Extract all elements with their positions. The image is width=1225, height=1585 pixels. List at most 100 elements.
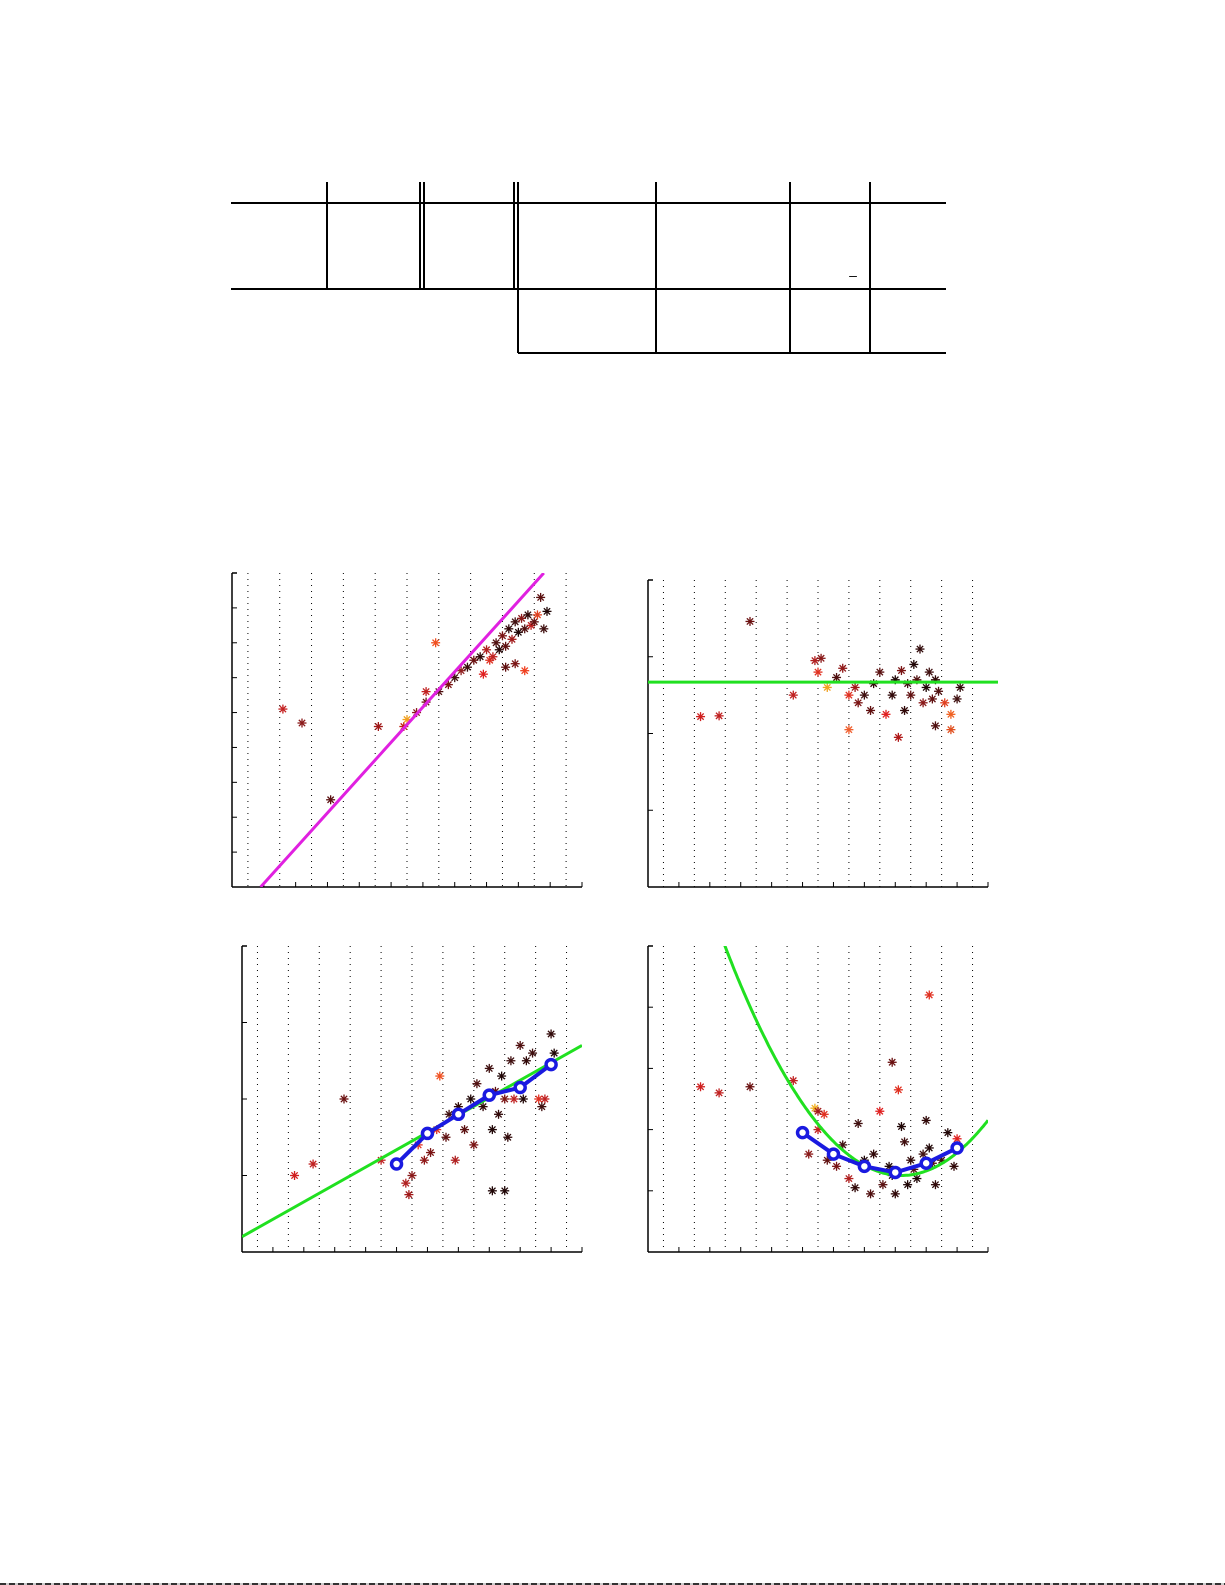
data-point — [866, 1189, 876, 1199]
data-point — [943, 1128, 953, 1138]
data-point — [373, 722, 383, 732]
data-point — [308, 1159, 318, 1169]
data-point — [482, 645, 492, 655]
data-point — [955, 682, 965, 692]
data-point — [822, 682, 832, 692]
data-point — [475, 652, 485, 662]
data-point — [517, 613, 527, 623]
data-point — [924, 1143, 934, 1153]
data-point — [838, 1140, 848, 1150]
data-point — [927, 694, 937, 704]
data-point — [500, 1186, 510, 1196]
binned-mean-marker — [919, 1156, 933, 1171]
data-point — [878, 1180, 888, 1190]
data-point — [426, 1148, 436, 1158]
data-point — [485, 655, 495, 665]
data-point — [937, 1155, 947, 1165]
data-point — [906, 690, 916, 700]
data-point — [539, 624, 549, 634]
data-point — [890, 675, 900, 685]
data-point — [930, 675, 940, 685]
data-point — [859, 690, 869, 700]
data-point — [376, 1155, 386, 1165]
data-point — [900, 1137, 910, 1147]
binned-mean-line — [395, 1062, 553, 1166]
page-bottom-rule — [0, 1583, 1225, 1585]
data-point — [900, 705, 910, 715]
binned-mean-marker — [451, 1107, 466, 1122]
data-point — [401, 1178, 411, 1188]
data-point — [431, 638, 441, 648]
data-point — [887, 690, 897, 700]
data-point — [869, 1149, 879, 1159]
fit-line — [242, 1044, 582, 1239]
data-point — [435, 1071, 445, 1081]
data-point — [822, 1155, 832, 1165]
binned-mean-marker — [389, 1157, 404, 1171]
data-point — [326, 795, 336, 805]
data-point — [887, 1171, 897, 1180]
data-point — [887, 1057, 897, 1067]
data-point — [915, 644, 925, 654]
data-point — [536, 592, 546, 602]
data-point — [523, 610, 533, 620]
data-point — [540, 1094, 550, 1104]
data-point — [460, 1125, 470, 1135]
data-point — [450, 1155, 460, 1165]
data-point — [546, 1029, 556, 1039]
data-point — [714, 1088, 724, 1098]
data-point — [488, 652, 498, 662]
data-point — [490, 1086, 500, 1096]
data-point — [462, 662, 472, 672]
data-point — [521, 1056, 531, 1066]
data-point — [881, 709, 891, 719]
data-point — [453, 1102, 463, 1112]
data-point — [399, 722, 409, 732]
binned-mean-marker — [888, 1165, 903, 1180]
data-point — [456, 666, 466, 676]
data-point — [534, 1094, 544, 1104]
data-point — [903, 1180, 913, 1190]
scatter-panel-bottom-right — [647, 945, 989, 1253]
data-point — [924, 667, 934, 677]
data-point — [714, 711, 724, 721]
data-point — [484, 1063, 494, 1073]
data-point — [518, 1094, 528, 1104]
data-point — [893, 1085, 903, 1095]
binned-mean-marker — [950, 1141, 964, 1155]
data-point — [491, 638, 501, 648]
data-point — [510, 617, 520, 627]
data-point — [940, 698, 950, 708]
data-point — [434, 687, 444, 697]
data-point — [949, 1161, 959, 1171]
data-point — [290, 1171, 300, 1180]
data-point — [813, 1125, 823, 1135]
data-point — [850, 682, 860, 692]
data-point — [909, 1164, 919, 1174]
data-point — [875, 667, 885, 677]
binned-mean-marker — [826, 1147, 841, 1161]
binned-mean-marker — [544, 1057, 558, 1072]
data-point — [443, 680, 453, 690]
data-point — [924, 990, 934, 1000]
data-point — [903, 679, 913, 689]
data-point — [413, 1140, 423, 1150]
data-point — [421, 697, 431, 707]
data-point — [853, 1118, 863, 1128]
data-point — [832, 1161, 842, 1171]
data-point — [696, 1082, 706, 1092]
data-point — [497, 1071, 507, 1081]
data-point — [884, 1161, 894, 1171]
scatter-panel-bottom-left — [241, 945, 583, 1253]
data-point — [930, 721, 940, 731]
data-point — [921, 682, 931, 692]
data-point — [542, 606, 552, 616]
data-point — [404, 1190, 414, 1200]
data-point — [819, 1109, 829, 1119]
binned-mean-marker — [513, 1080, 527, 1095]
data-point — [432, 1125, 442, 1135]
data-point — [494, 1109, 504, 1119]
table-cell-dash: – — [849, 267, 857, 283]
data-point — [927, 1158, 937, 1168]
data-point — [421, 687, 431, 697]
